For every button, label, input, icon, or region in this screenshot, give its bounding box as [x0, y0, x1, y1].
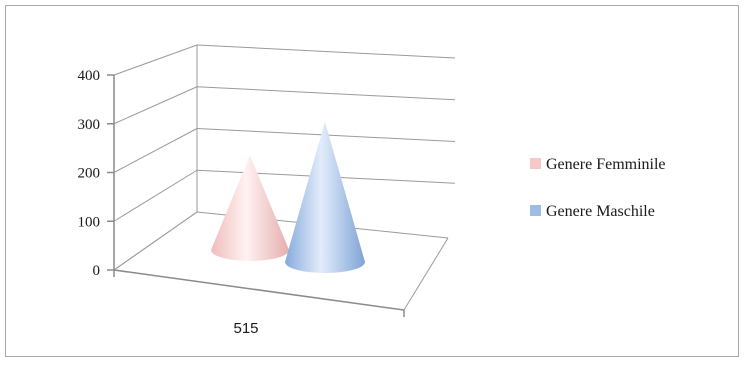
cones: [211, 121, 365, 273]
y-tick-label: 0: [93, 263, 101, 279]
y-tick-label: 300: [78, 117, 101, 133]
legend: Genere Femminile Genere Maschile: [530, 156, 666, 220]
category-label: 515: [233, 320, 258, 337]
legend-swatch: [530, 205, 541, 216]
gridlines: [113, 44, 456, 271]
legend-label: Genere Femminile: [546, 156, 666, 173]
y-tick-label: 100: [78, 214, 101, 230]
legend-item: Genere Femminile: [530, 156, 666, 173]
y-axis-ticks: 0 100 200 300 400: [78, 68, 114, 279]
floor-right-edge: [403, 237, 449, 311]
cone-genere-femminile: [211, 155, 289, 261]
y-tick-label: 200: [78, 166, 101, 182]
cone-body: [211, 155, 289, 261]
gridline-side: [113, 128, 198, 173]
cone-body: [285, 121, 365, 273]
cone-genere-maschile: [285, 121, 365, 273]
axes-frame: [113, 45, 449, 317]
legend-item: Genere Maschile: [530, 203, 655, 220]
floor-left-edge: [113, 211, 198, 271]
gridline-back: [196, 86, 456, 101]
gridline-back: [196, 44, 456, 59]
floor-front-edge: [113, 269, 405, 311]
gridline-side: [113, 169, 198, 222]
legend-label: Genere Maschile: [546, 203, 655, 220]
gridline-side: [113, 86, 198, 125]
chart-frame: [5, 5, 739, 357]
gridline-side: [113, 44, 198, 76]
y-tick-label: 400: [78, 68, 101, 84]
legend-swatch: [530, 158, 541, 169]
